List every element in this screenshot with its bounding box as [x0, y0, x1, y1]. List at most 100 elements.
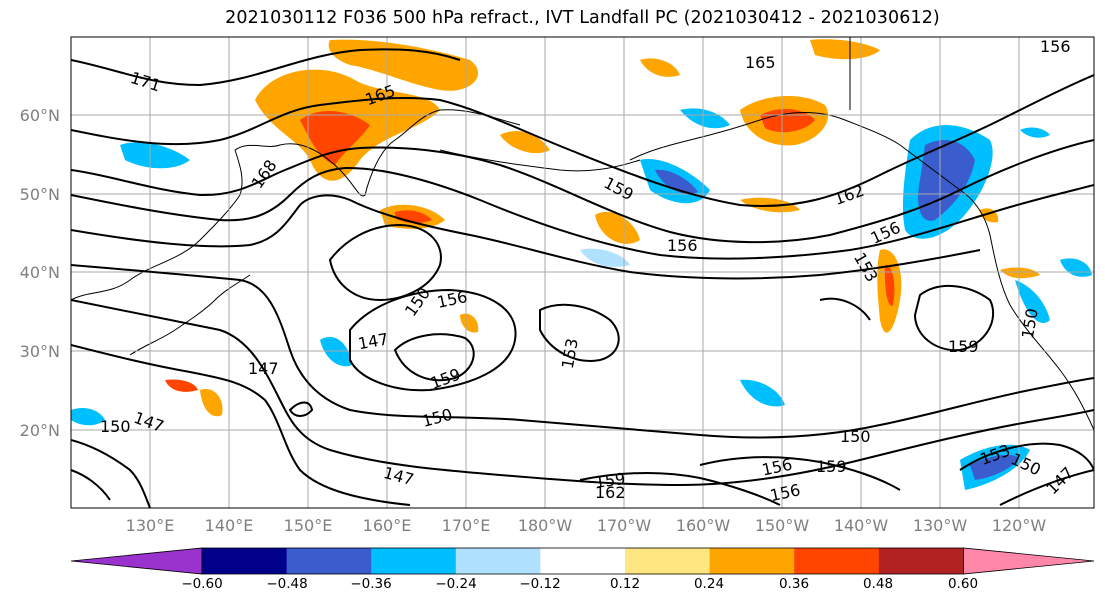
colorbar-swatch [540, 548, 626, 574]
colorbar-tick-label: −0.24 [435, 576, 476, 592]
lon-label: 160°W [676, 516, 731, 535]
longitude-labels: 130°E 140°E 150°E 160°E 170°E 180°W 170°… [126, 516, 1047, 535]
positive-anomaly-patch [810, 39, 880, 60]
contour-label: 159 [594, 469, 627, 492]
colorbar-extend-right [963, 547, 1095, 575]
contour-line [539, 303, 620, 362]
contour-label: 150 [840, 427, 871, 446]
contour-label: 162 [595, 483, 626, 502]
colorbar-tick-label: 0.60 [948, 576, 978, 592]
japan-coastline [129, 274, 251, 356]
map-title: 2021030112 F036 500 hPa refract., IVT La… [225, 8, 940, 28]
contour-line [913, 284, 995, 352]
contour-line [579, 471, 781, 506]
negative-anomaly-patch [320, 336, 352, 367]
colorbar-tick-label: −0.48 [266, 576, 307, 592]
negative-anomaly-patch [120, 142, 190, 169]
contour-line [959, 442, 1094, 471]
contour-line [328, 223, 442, 302]
contour-line [71, 166, 1094, 260]
map-frame [70, 36, 1095, 509]
contour-line [71, 299, 1094, 487]
negative-anomaly-patch [71, 408, 105, 426]
positive-anomaly-patch [1000, 267, 1040, 279]
colorbar-swatch [625, 548, 711, 574]
colorbar-extend-left [70, 547, 203, 575]
contour-label: 156 [667, 236, 698, 255]
contour-line [71, 264, 1094, 439]
negative-anomaly-patch [580, 248, 630, 267]
contour-line [71, 139, 1094, 244]
colorbar-tick-label: 0.24 [694, 576, 724, 592]
contour-line [71, 344, 411, 506]
negative-anomaly-patch [740, 379, 785, 407]
lon-label: 140°E [205, 516, 254, 535]
colorbar-swatch [455, 548, 541, 574]
north-america-coastline [899, 144, 1094, 431]
negative-anomaly-patch [680, 108, 730, 129]
lat-label: 50°N [20, 185, 60, 204]
lon-label: 150°E [284, 516, 333, 535]
positive-anomaly-patch [165, 379, 198, 392]
lon-label: 170°E [442, 516, 491, 535]
contour-line [349, 288, 517, 392]
contour-line [71, 48, 461, 87]
lon-label: 170°W [597, 516, 652, 535]
positive-anomaly-patch [595, 211, 640, 244]
colorbar-tick-label: 0.12 [610, 576, 640, 592]
lat-label: 30°N [20, 342, 60, 361]
contour-label: 147 [248, 359, 279, 378]
contour-line [71, 194, 981, 280]
colorbar-swatch [371, 548, 457, 574]
alaska-coastline [629, 112, 901, 161]
positive-anomaly-patch [884, 264, 895, 306]
colorbar-tick-label: −0.36 [350, 576, 391, 592]
lon-label: 180°W [518, 516, 573, 535]
positive-anomaly-patch [460, 313, 479, 333]
contour-line [288, 401, 314, 417]
contour-line [999, 469, 1094, 506]
contour-line [819, 297, 871, 321]
contour-line [71, 74, 1094, 207]
colorbar-swatch [286, 548, 372, 574]
negative-anomaly-patch [655, 169, 698, 194]
contour-line [71, 439, 151, 508]
colorbar-ticks: −0.60 −0.48 −0.36 −0.24 −0.12 0.12 0.24 … [181, 576, 978, 592]
contour-line [71, 469, 111, 501]
asia-coastline [71, 109, 521, 301]
colorbar-tick-label: −0.60 [181, 576, 222, 592]
positive-anomaly-patch [640, 58, 680, 77]
lon-label: 130°E [126, 516, 175, 535]
positive-anomaly-patch [328, 39, 479, 91]
contour-line [699, 456, 901, 491]
negative-anomaly-patch [1015, 280, 1050, 324]
colorbar-swatch [878, 548, 964, 574]
lat-label: 60°N [20, 106, 60, 125]
colorbar-swatches [70, 547, 1095, 575]
colorbar-frame [201, 547, 964, 575]
lon-label: 120°W [992, 516, 1047, 535]
positive-anomaly-patch [300, 110, 370, 165]
lon-label: 140°W [834, 516, 889, 535]
colorbar: −0.60 −0.48 −0.36 −0.24 −0.12 0.12 0.24 … [70, 547, 1095, 592]
contour-label: 156 [1040, 37, 1071, 56]
contour-label: 165 [745, 53, 776, 72]
contour-line [393, 333, 475, 382]
lat-label: 40°N [20, 263, 60, 282]
colorbar-tick-label: −0.12 [519, 576, 560, 592]
lon-label: 160°E [363, 516, 412, 535]
latitude-labels: 60°N 50°N 40°N 30°N 20°N [20, 106, 60, 440]
positive-anomaly-patch [500, 130, 550, 154]
gridlines [71, 37, 1094, 508]
negative-anomaly-patch [970, 454, 1020, 480]
colorbar-swatch [794, 548, 880, 574]
colorbar-tick-label: 0.36 [779, 576, 809, 592]
colorbar-swatch [709, 548, 795, 574]
negative-anomaly-patch [1020, 127, 1050, 138]
contour-label: 159 [948, 337, 979, 356]
contour-label: 150 [100, 417, 131, 436]
lat-label: 20°N [20, 421, 60, 440]
colorbar-tick-label: 0.48 [863, 576, 893, 592]
lon-label: 130°W [913, 516, 968, 535]
